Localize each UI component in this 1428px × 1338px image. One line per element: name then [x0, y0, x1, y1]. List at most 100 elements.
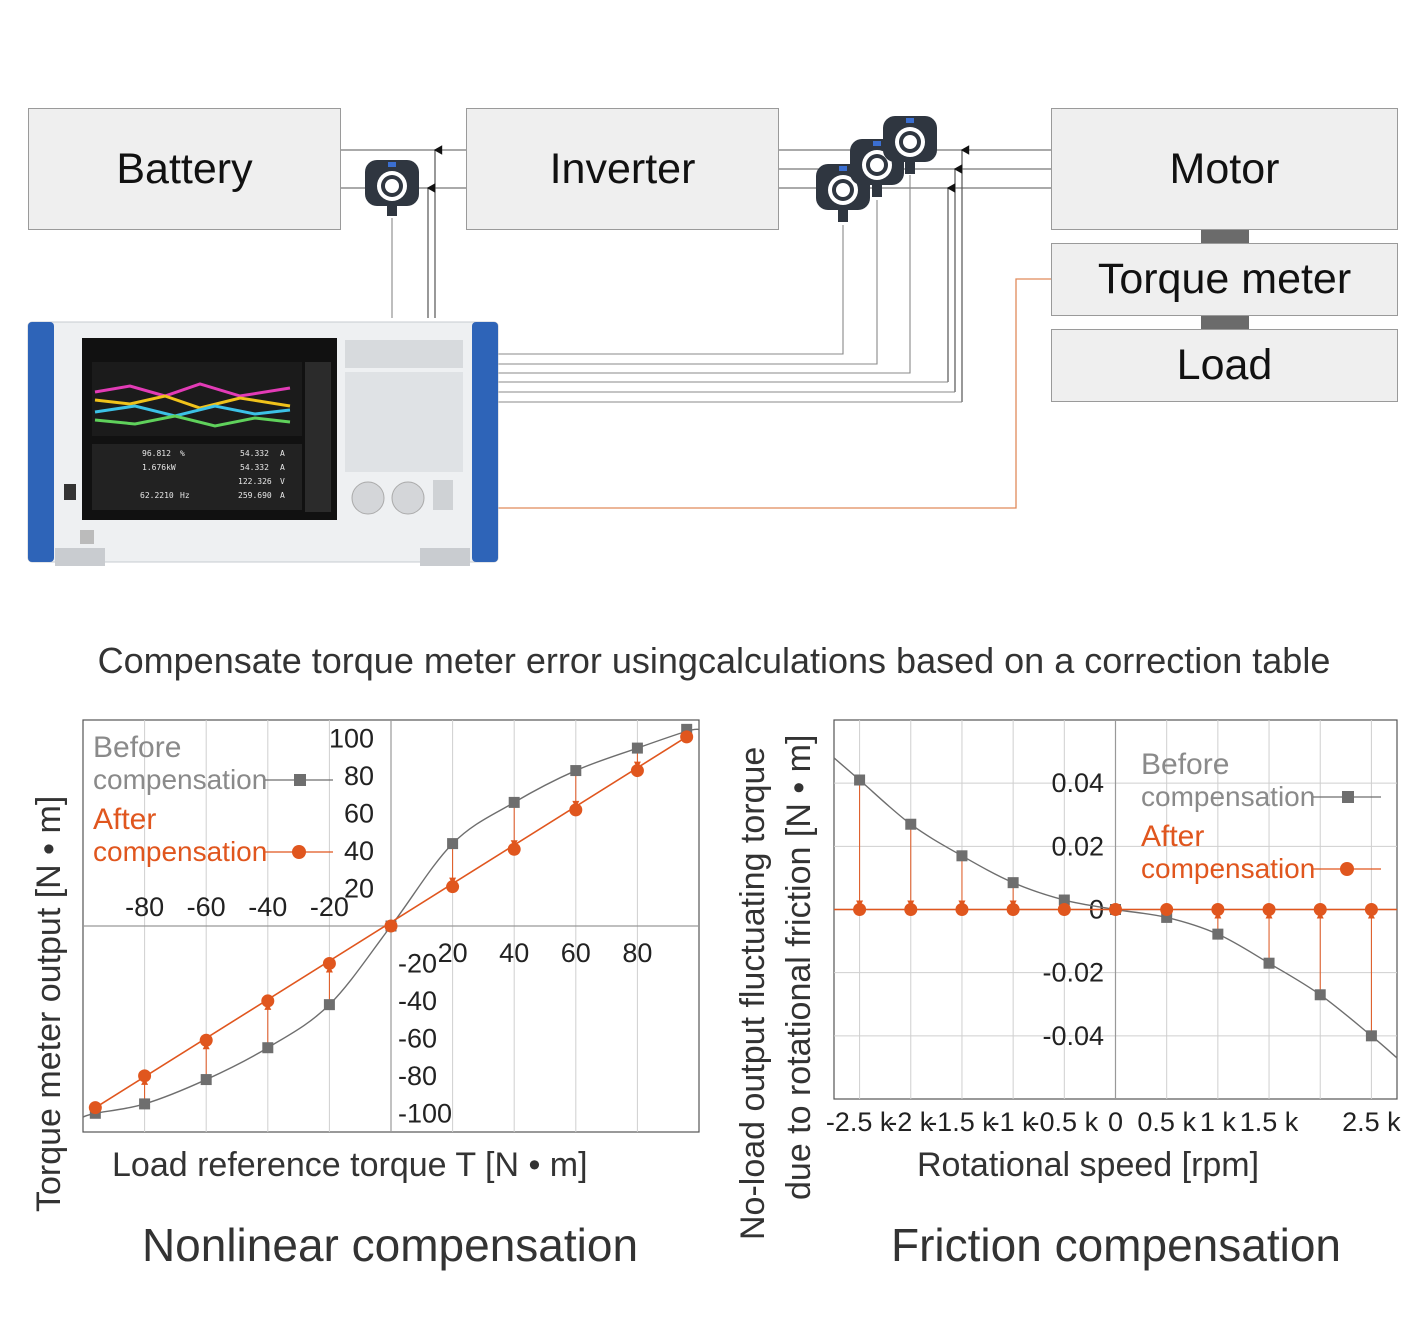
- y-tick-label: -100: [398, 1098, 452, 1128]
- x-tick-label: 1.5 k: [1240, 1107, 1299, 1137]
- legend-after-line1: After: [93, 803, 156, 836]
- correction-arrowhead: [633, 761, 641, 769]
- after-point: [853, 903, 867, 916]
- x-tick-label: -1 k: [991, 1107, 1037, 1137]
- before-point: [508, 796, 520, 808]
- svg-text:V: V: [280, 477, 285, 486]
- before-point: [200, 1074, 212, 1086]
- correction-arrowhead: [907, 900, 915, 908]
- before-point: [1365, 1030, 1377, 1042]
- svg-text:Hz: Hz: [180, 491, 190, 500]
- series-before-curve: [82, 728, 700, 1118]
- after-point: [630, 764, 644, 778]
- y-tick-label: 40: [344, 836, 374, 866]
- correction-arrowhead: [510, 840, 518, 848]
- svg-text:A: A: [280, 449, 285, 458]
- correction-arrowhead: [1367, 911, 1375, 919]
- voltage-taps: [426, 145, 970, 402]
- x-tick-label: -80: [125, 892, 164, 922]
- x-tick-label: -2.5 k: [826, 1107, 894, 1137]
- chart2-y-title: No-load output fluctuating torque due to…: [730, 720, 822, 1240]
- before-point: [139, 1098, 151, 1110]
- y-tick-label: -0.04: [1042, 1021, 1104, 1051]
- y-tick-label: 20: [344, 874, 374, 904]
- correction-arrowhead: [1214, 911, 1222, 919]
- before-point: [385, 920, 397, 932]
- svg-text:%: %: [180, 449, 185, 458]
- after-point: [1160, 903, 1174, 916]
- chart2-y-title-line2: due to rotational friction [N • m]: [780, 734, 818, 1200]
- svg-text:A: A: [280, 463, 285, 472]
- torque-meter-block: Torque meter: [1051, 243, 1398, 316]
- after-point: [199, 1033, 213, 1047]
- after-point: [904, 903, 918, 916]
- correction-arrowhead: [856, 900, 864, 908]
- before-point: [1314, 989, 1326, 1001]
- correction-arrowhead: [1316, 911, 1324, 919]
- chart1-title: Nonlinear compensation: [141, 1219, 639, 1271]
- before-point: [956, 850, 968, 862]
- after-point: [1109, 903, 1122, 916]
- svg-text:54.332: 54.332: [240, 449, 269, 458]
- x-tick-label: -2 k: [888, 1107, 934, 1137]
- before-point: [1110, 904, 1121, 915]
- correction-arrowhead: [141, 1077, 149, 1085]
- legend-before-line2: compensation: [1141, 781, 1315, 812]
- svg-text:259.690: 259.690: [238, 491, 272, 500]
- plot-frame: [82, 719, 700, 1133]
- correction-arrowhead: [325, 965, 333, 973]
- shaft-coupler: [1201, 316, 1249, 329]
- before-point: [854, 774, 866, 786]
- before-point: [89, 1107, 101, 1119]
- before-point: [1007, 877, 1019, 889]
- correction-arrowhead: [683, 727, 691, 735]
- svg-text:1.676kW: 1.676kW: [142, 463, 176, 472]
- series-after-curve: [94, 736, 688, 1109]
- after-point: [1313, 903, 1327, 916]
- correction-arrowhead: [449, 877, 457, 885]
- legend-after-line2: compensation: [93, 836, 267, 867]
- after-point: [322, 956, 336, 970]
- battery-block: Battery: [28, 108, 341, 230]
- before-point: [447, 838, 459, 850]
- legend-before-marker: [1342, 791, 1354, 803]
- current-sensor-icon: [365, 160, 419, 216]
- inverter-label: Inverter: [549, 144, 696, 193]
- chart2-y-title-line1: No-load output fluctuating torque: [734, 746, 772, 1240]
- before-point: [1161, 911, 1173, 923]
- svg-text:62.2210: 62.2210: [140, 491, 174, 500]
- plot-frame: [833, 719, 1398, 1100]
- inverter-block: Inverter: [466, 108, 779, 230]
- y-tick-label: 100: [329, 724, 374, 754]
- sensor-cables: [391, 175, 962, 403]
- svg-text:54.332: 54.332: [240, 463, 269, 472]
- before-point: [323, 999, 335, 1011]
- after-point: [446, 880, 460, 894]
- x-tick-label: 80: [622, 938, 652, 968]
- legend-before-line2: compensation: [93, 764, 267, 795]
- svg-text:A: A: [280, 491, 285, 500]
- y-tick-label: -40: [398, 986, 437, 1016]
- x-tick-label: 0.5 k: [1137, 1107, 1196, 1137]
- x-tick-label: 40: [499, 938, 529, 968]
- after-point: [1364, 903, 1378, 916]
- before-point: [262, 1042, 274, 1054]
- y-tick-label: 0.02: [1051, 831, 1104, 861]
- motor-label: Motor: [1169, 144, 1280, 193]
- torque-signal-cable: [497, 278, 1051, 509]
- shaft-coupler: [1201, 230, 1249, 243]
- x-tick-label: 60: [561, 938, 591, 968]
- y-tick-label: -60: [398, 1023, 437, 1053]
- x-tick-label: 2.5 k: [1342, 1107, 1401, 1137]
- before-point: [1263, 957, 1275, 969]
- after-point: [384, 919, 398, 933]
- after-point: [1057, 903, 1071, 916]
- after-point: [1211, 903, 1225, 916]
- legend-after-marker: [292, 845, 306, 859]
- power-lines: [341, 149, 1051, 189]
- after-point: [1262, 903, 1276, 916]
- before-point: [681, 723, 693, 735]
- y-tick-label: 0: [1089, 895, 1104, 925]
- correction-arrowhead: [958, 900, 966, 908]
- x-tick-label: -1.5 k: [928, 1107, 996, 1137]
